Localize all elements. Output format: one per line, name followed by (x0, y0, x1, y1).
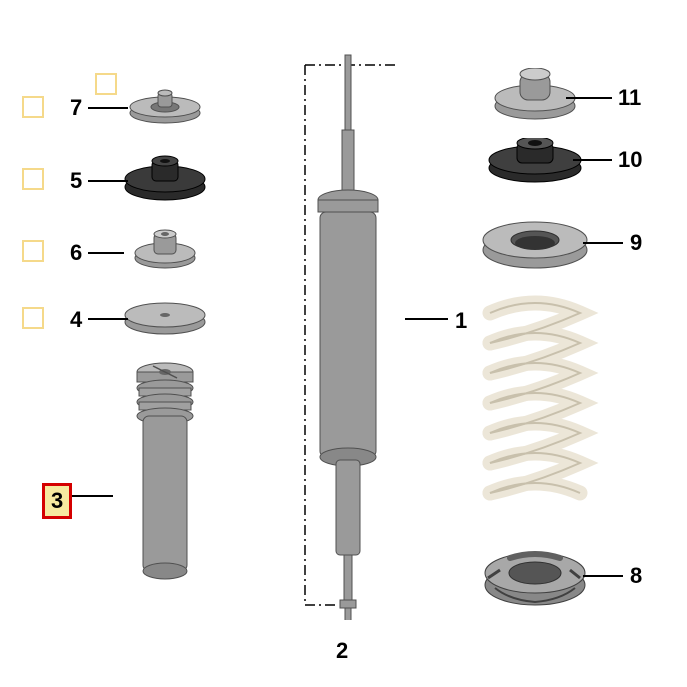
part-3-dust-boot (125, 360, 205, 590)
callout-8[interactable]: 8 (630, 563, 642, 589)
callout-5[interactable]: 5 (70, 168, 82, 194)
leader-line (88, 180, 128, 182)
callout-4[interactable]: 4 (70, 307, 82, 333)
selection-checkbox[interactable] (22, 168, 44, 190)
part-11-cap (490, 68, 580, 123)
part-4-cup (122, 298, 208, 338)
part-9-spring-pad-upper (480, 212, 590, 274)
leader-line (405, 318, 448, 320)
callout-1[interactable]: 1 (455, 308, 467, 334)
callout-9[interactable]: 9 (630, 230, 642, 256)
selection-checkbox[interactable] (22, 96, 44, 118)
callout-7[interactable]: 7 (70, 95, 82, 121)
leader-line (70, 495, 113, 497)
callout-10[interactable]: 10 (618, 147, 642, 173)
leader-line (583, 242, 623, 244)
leader-line (573, 159, 612, 161)
part-6-bushing (130, 228, 200, 273)
parts-diagram (0, 0, 687, 687)
leader-line (566, 97, 612, 99)
leader-line (88, 252, 124, 254)
callout-2[interactable]: 2 (336, 638, 348, 664)
part-1-shock-absorber (300, 50, 410, 620)
coil-spring (470, 288, 600, 523)
part-10-seat-upper (486, 138, 584, 188)
callout-6[interactable]: 6 (70, 240, 82, 266)
part-5-mount (122, 155, 208, 205)
leader-line (88, 318, 128, 320)
leader-line (583, 575, 623, 577)
selection-checkbox[interactable] (22, 307, 44, 329)
callout-3[interactable]: 3 (42, 483, 72, 519)
leader-line (88, 107, 128, 109)
callout-11[interactable]: 11 (618, 85, 641, 111)
selection-checkbox[interactable] (22, 240, 44, 262)
part-7-washer (125, 85, 205, 130)
part-8-spring-pad-lower (480, 540, 590, 615)
selection-checkbox[interactable] (95, 73, 117, 95)
